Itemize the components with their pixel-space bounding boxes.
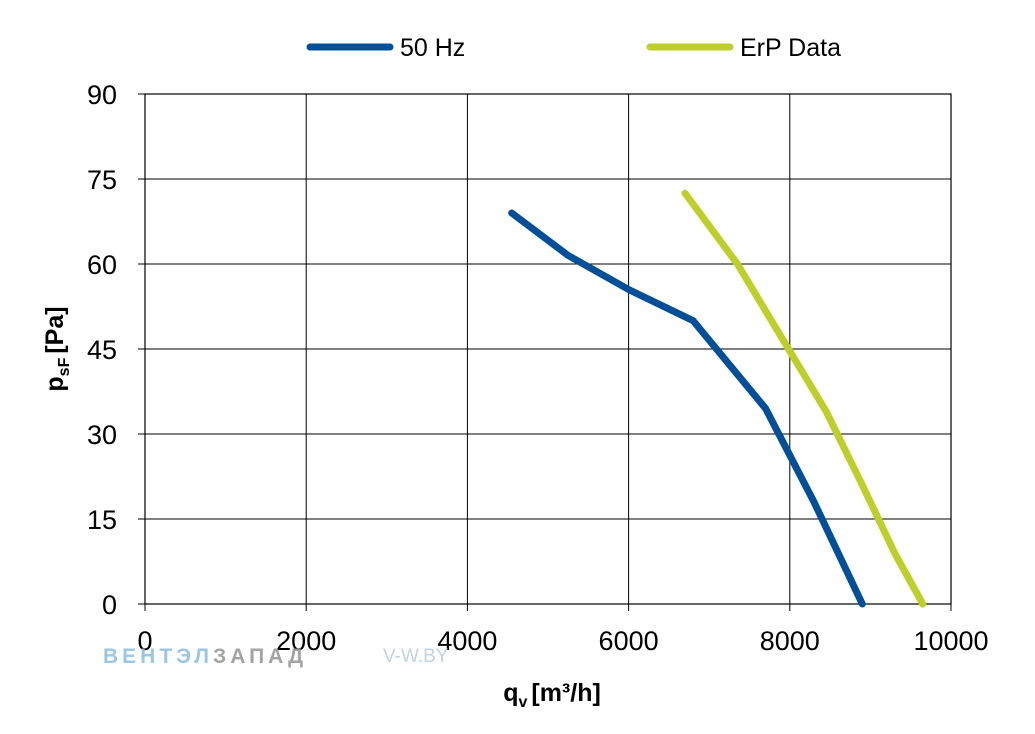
x-tick-label: 4000 [437, 626, 497, 656]
watermark-brand-gray: ЗАПАД [213, 645, 307, 668]
series-line-1 [508, 209, 866, 608]
legend: 50 Hz ErP Data [306, 34, 841, 62]
series-lines [508, 189, 927, 608]
y-tick-label: 0 [102, 590, 117, 620]
y-axis-title: psF [Pa] [41, 306, 73, 391]
x-tick-label: 2000 [276, 626, 336, 656]
x-tick-labels: 0 2000 4000 6000 8000 10000 [137, 626, 988, 656]
watermark-url: V-W.BY [383, 646, 449, 667]
legend-label-2: ErP Data [740, 34, 841, 62]
y-tick-labels: 0 15 30 45 60 75 90 [87, 80, 117, 620]
x-axis-title-main: q [503, 679, 518, 707]
plot-frame [144, 93, 952, 605]
svg-text:ВЕНТЭЛЗАПАД: ВЕНТЭЛЗАПАД [103, 645, 307, 668]
y-tick-label: 30 [87, 420, 117, 450]
x-tick-label: 10000 [913, 626, 988, 656]
y-tick-label: 60 [87, 250, 117, 280]
legend-label-1: 50 Hz [400, 34, 465, 62]
x-axis-title: qv [m³/h] [503, 679, 601, 711]
y-axis-title-subscript: sF [56, 357, 73, 376]
y-tick-label: 45 [87, 335, 117, 365]
y-tick-label: 75 [87, 165, 117, 195]
y-tick-label: 15 [87, 505, 117, 535]
x-tick-label: 6000 [599, 626, 659, 656]
watermark-brand-blue: ВЕНТЭЛ [103, 645, 213, 668]
x-axis-title-unit: [m³/h] [531, 679, 600, 707]
x-tick-label: 0 [137, 626, 152, 656]
watermark: ВЕНТЭЛЗАПАД V-W.BY [103, 645, 449, 668]
series-line-2 [681, 189, 927, 608]
y-tick-label: 90 [87, 80, 117, 110]
x-axis-title-subscript: v [518, 694, 527, 711]
x-tick-label: 8000 [760, 626, 820, 656]
y-axis-title-main: p [41, 376, 69, 391]
y-axis-title-unit: [Pa] [41, 306, 69, 353]
